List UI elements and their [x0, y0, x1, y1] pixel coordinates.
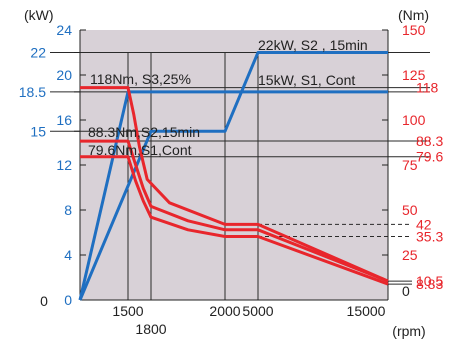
- left-axis-unit: (kW): [24, 7, 54, 23]
- left-tick-label: 8: [64, 202, 72, 218]
- left-tick-label: 4: [64, 247, 72, 263]
- right-tick-label: 100: [402, 112, 426, 128]
- right-tick-label: 10.5: [416, 273, 443, 289]
- x-tick-label: 1500: [112, 303, 143, 319]
- x-axis-unit: (rpm): [392, 323, 425, 339]
- right-tick-label: 150: [402, 22, 426, 38]
- left-tick-label: 22: [30, 45, 46, 61]
- x-tick-label: 5000: [242, 303, 273, 319]
- x-tick-label: 15000: [347, 303, 386, 319]
- x-tick-label: 1800: [135, 321, 166, 337]
- right-tick-label: 88.3: [416, 133, 443, 149]
- torque-curve-2: [80, 139, 389, 283]
- left-tick-label: 16: [56, 112, 72, 128]
- left-tick-label: 20: [56, 67, 72, 83]
- series-label-torque-s3: 118Nm, S3,25%: [90, 71, 191, 87]
- series-label-power-s2: 22kW, S2 , 15min: [258, 37, 368, 53]
- right-tick-label: 125: [402, 67, 426, 83]
- right-tick-label: 35.3: [416, 228, 443, 244]
- series-label-power-s1: 15kW, S1, Cont: [258, 72, 355, 88]
- torque-curve-1: [80, 86, 389, 283]
- right-axis-unit: (Nm): [398, 7, 429, 23]
- power-curve-2: [78, 90, 388, 301]
- left-tick-label: 0: [64, 292, 72, 308]
- series-label-torque-s1: 79.6Nm,S1,Cont: [88, 142, 192, 158]
- x-tick-label: 2000: [209, 303, 240, 319]
- right-tick-label: 25: [402, 247, 418, 263]
- right-tick-label: 50: [402, 202, 418, 218]
- torque-curve-3: [80, 155, 389, 286]
- x-origin-label: 0: [40, 293, 48, 309]
- left-tick-label: 24: [56, 22, 72, 38]
- right-tick-label: 118: [416, 80, 439, 96]
- right-tick-label: 79.6: [416, 149, 443, 165]
- right-tick-label: 0: [402, 283, 410, 299]
- left-tick-label: 15: [30, 123, 46, 139]
- power-curve-1: [78, 51, 388, 301]
- right-tick-label: 42: [416, 216, 432, 232]
- left-tick-label: 12: [56, 157, 72, 173]
- left-tick-label: 18.5: [19, 84, 46, 100]
- series-label-torque-s2: 88.3Nm,S2,15min: [88, 124, 200, 140]
- right-tick-label: 75: [402, 157, 418, 173]
- right-tick-label: 8.83: [416, 276, 443, 292]
